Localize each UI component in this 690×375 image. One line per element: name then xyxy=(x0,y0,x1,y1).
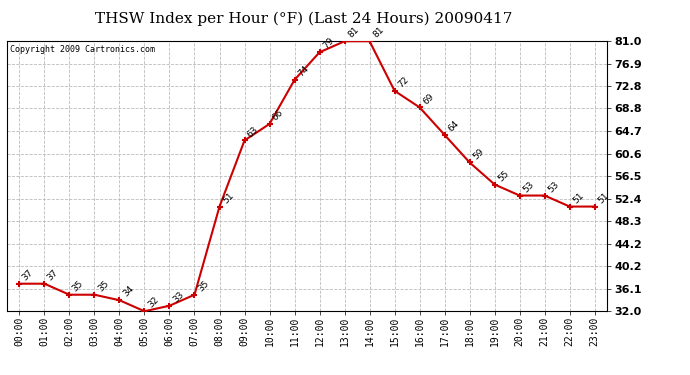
Text: 66: 66 xyxy=(271,108,286,123)
Text: 81: 81 xyxy=(346,26,360,40)
Text: 79: 79 xyxy=(321,36,335,51)
Text: 33: 33 xyxy=(171,290,186,304)
Text: 63: 63 xyxy=(246,124,260,139)
Text: 51: 51 xyxy=(571,190,586,205)
Text: 37: 37 xyxy=(21,268,35,282)
Text: Copyright 2009 Cartronics.com: Copyright 2009 Cartronics.com xyxy=(10,45,155,54)
Text: 55: 55 xyxy=(496,169,511,183)
Text: 35: 35 xyxy=(96,279,110,293)
Text: 69: 69 xyxy=(421,92,435,106)
Text: 34: 34 xyxy=(121,284,135,299)
Text: 35: 35 xyxy=(71,279,86,293)
Text: THSW Index per Hour (°F) (Last 24 Hours) 20090417: THSW Index per Hour (°F) (Last 24 Hours)… xyxy=(95,11,512,26)
Text: 51: 51 xyxy=(596,190,611,205)
Text: 37: 37 xyxy=(46,268,60,282)
Text: 35: 35 xyxy=(196,279,210,293)
Text: 72: 72 xyxy=(396,75,411,90)
Text: 51: 51 xyxy=(221,190,235,205)
Text: 64: 64 xyxy=(446,119,460,134)
Text: 53: 53 xyxy=(546,180,560,194)
Text: 59: 59 xyxy=(471,147,486,161)
Text: 74: 74 xyxy=(296,64,310,78)
Text: 81: 81 xyxy=(371,26,386,40)
Text: 32: 32 xyxy=(146,296,160,310)
Text: 53: 53 xyxy=(521,180,535,194)
